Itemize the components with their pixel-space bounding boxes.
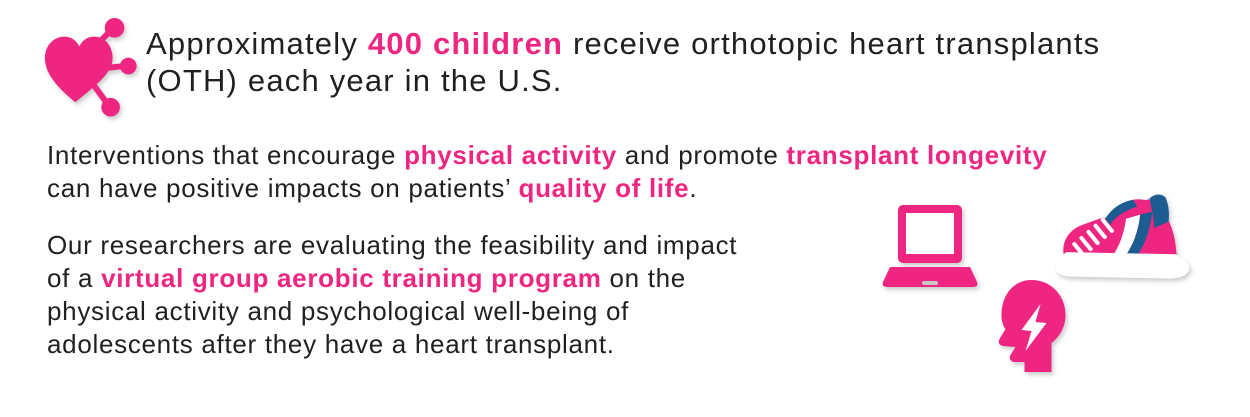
paragraph-interventions: Interventions that encourage physical ac…	[47, 139, 1207, 205]
laptop-graphic	[882, 205, 978, 287]
sneaker-graphic	[1055, 194, 1190, 279]
head-lightning-icon	[980, 276, 1075, 376]
heart-network-graphic	[44, 17, 137, 117]
body-text: physical activity and psychological well…	[47, 296, 630, 326]
body-text: adolescents after they have a heart tran…	[47, 329, 615, 359]
body-text: Our researchers are evaluating the feasi…	[47, 230, 738, 260]
laptop-icon	[880, 203, 980, 291]
sneaker-icon	[1048, 188, 1200, 290]
headline: Approximately 400 children receive ortho…	[146, 25, 1226, 99]
body-text: and promote	[616, 140, 787, 170]
body-text: can have positive impacts on patients’	[47, 173, 519, 203]
highlight-text: quality of life	[518, 173, 690, 203]
paragraph-researchers: Our researchers are evaluating the feasi…	[47, 229, 887, 361]
body-text: .	[689, 173, 698, 203]
head-lightning-graphic	[998, 280, 1066, 372]
body-text: of a	[47, 263, 102, 293]
highlight-text: virtual group aerobic training program	[101, 263, 602, 293]
highlight-text: physical activity	[404, 140, 617, 170]
body-text: Approximately	[146, 26, 368, 61]
highlight-text: transplant longevity	[786, 140, 1048, 170]
body-text: receive orthotopic heart transplants	[563, 26, 1101, 61]
heart-network-icon	[42, 16, 142, 118]
body-text: (OTH) each year in the U.S.	[146, 63, 563, 98]
body-text: on the	[601, 263, 686, 293]
body-text: Interventions that encourage	[47, 140, 405, 170]
highlight-text: 400 children	[367, 26, 564, 61]
